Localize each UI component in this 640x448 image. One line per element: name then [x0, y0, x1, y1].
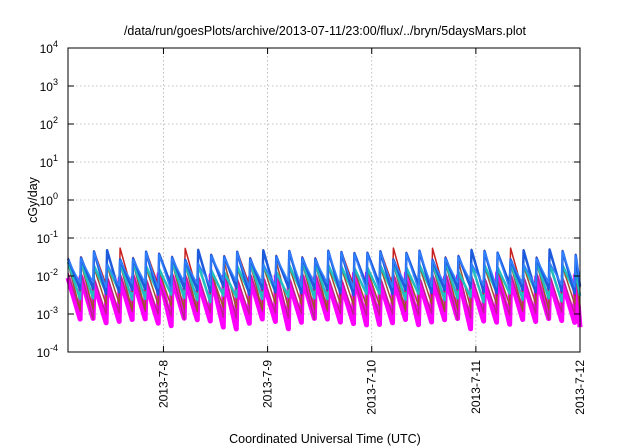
y-tick-label: 101 — [40, 153, 58, 170]
y-tick-label: 10-4 — [37, 343, 58, 360]
x-axis-label: Coordinated Universal Time (UTC) — [229, 432, 421, 446]
series-line — [67, 250, 581, 292]
y-tick-label: 10-2 — [37, 267, 58, 284]
y-tick-label: 100 — [40, 191, 58, 208]
y-tick-label: 102 — [40, 115, 58, 132]
x-tick-label: 2013-7-11 — [469, 360, 483, 414]
x-tick-label: 2013-7-9 — [261, 360, 275, 408]
chart-title: /data/run/goesPlots/archive/2013-07-11/2… — [124, 24, 527, 38]
y-tick-label: 104 — [40, 39, 58, 56]
y-axis-label: cGy/day — [26, 176, 40, 223]
x-tick-label: 2013-7-10 — [365, 360, 379, 415]
y-tick-label: 10-3 — [37, 305, 58, 322]
y-tick-label: 10-1 — [37, 229, 58, 246]
x-axis: 2013-7-8 2013-7-9 2013-7-10 2013-7-11 2013-7… — [156, 48, 587, 415]
x-tick-label: 2013-7-8 — [156, 360, 170, 408]
y-tick-label: 103 — [40, 77, 58, 94]
series-group — [65, 247, 583, 332]
y-axis: 10-4 10-3 10-2 10-1 100 101 102 103 104 — [37, 39, 580, 360]
x-tick-label: 2013-7-12 — [573, 360, 587, 415]
